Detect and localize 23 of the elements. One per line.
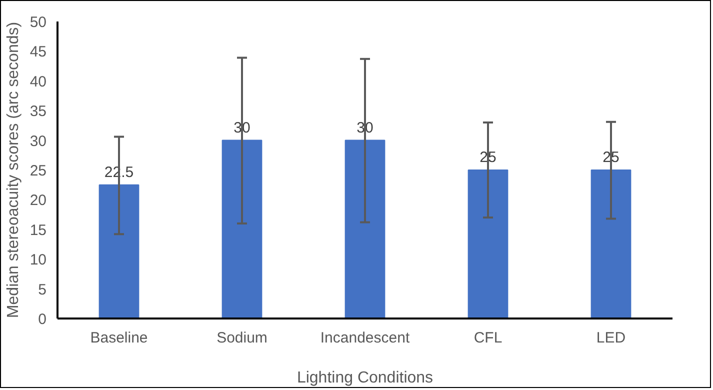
y-tick-label: 30 [30,132,47,150]
y-tick-label: 0 [38,311,46,328]
x-axis-title: Lighting Conditions [296,370,434,386]
bar [590,170,632,318]
x-tick-label: Incandescent [320,330,410,346]
bar [344,140,386,318]
y-tick-label: 50 [30,14,47,31]
y-tick-label: 10 [30,252,47,269]
y-tick-label: 5 [38,281,46,298]
bar [468,170,508,318]
bar [98,184,140,318]
y-tick-label: 40 [30,73,47,90]
x-tick-label: LED [596,330,626,346]
x-tick-label: Sodium [216,330,268,346]
x-tick-label: CFL [474,330,502,346]
y-tick-label: 20 [30,192,47,210]
y-tick-label: 45 [30,44,47,61]
x-tick-label: Baseline [90,330,148,346]
y-axis-title: Median stereoacuity scores (arc seconds) [4,22,22,318]
y-tick-label: 15 [30,222,47,239]
y-tick-label: 25 [30,162,47,180]
y-tick-label: 35 [30,103,47,120]
bar [222,140,262,318]
